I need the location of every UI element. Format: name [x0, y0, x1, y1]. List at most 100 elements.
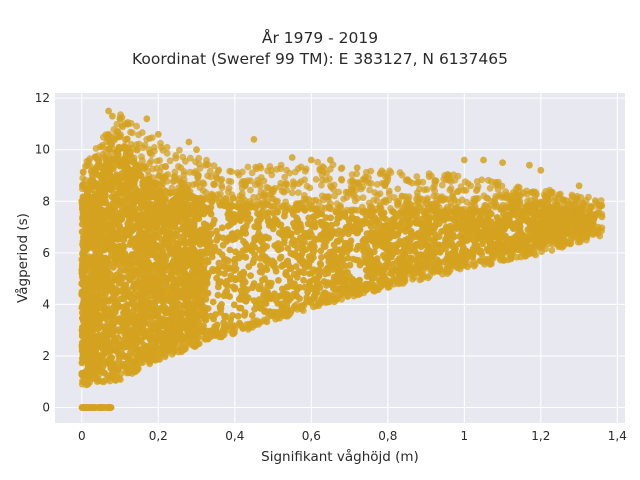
data-point	[209, 298, 217, 306]
data-point	[142, 344, 150, 351]
data-point	[182, 220, 190, 228]
data-point	[194, 199, 202, 207]
data-point	[104, 340, 112, 347]
data-point	[109, 165, 117, 173]
data-point	[149, 210, 157, 218]
data-point	[318, 192, 326, 200]
data-point	[220, 263, 227, 270]
data-point	[99, 216, 106, 224]
data-point	[203, 249, 211, 257]
data-point	[458, 225, 466, 233]
data-point	[359, 194, 367, 202]
data-point	[446, 186, 454, 194]
data-point	[226, 293, 234, 300]
data-point	[107, 270, 114, 278]
data-point	[132, 325, 140, 333]
data-point	[347, 206, 354, 214]
data-point	[88, 351, 96, 358]
data-point	[153, 198, 161, 206]
data-point	[524, 226, 532, 234]
data-point	[245, 263, 253, 270]
data-point	[95, 206, 103, 214]
data-point	[89, 233, 97, 240]
data-point	[366, 186, 373, 194]
data-point	[126, 276, 134, 284]
data-point	[129, 307, 137, 315]
data-point	[316, 165, 324, 173]
data-point	[398, 207, 405, 215]
data-point	[88, 264, 95, 271]
data-point	[200, 236, 208, 244]
data-point	[107, 347, 114, 355]
data-point	[171, 168, 179, 176]
chart-title-line-2: Koordinat (Sweref 99 TM): E 383127, N 61…	[132, 50, 508, 68]
data-point	[494, 214, 501, 222]
data-point	[303, 182, 311, 190]
data-point	[228, 168, 235, 176]
chart-title-line-1: År 1979 - 2019	[261, 29, 379, 47]
data-point	[292, 263, 300, 270]
data-point	[86, 365, 94, 372]
data-point	[353, 170, 360, 178]
data-point	[465, 222, 473, 230]
data-point	[423, 186, 431, 193]
data-point	[322, 221, 330, 229]
data-point	[351, 197, 359, 205]
data-point	[433, 248, 440, 256]
data-point	[557, 190, 564, 198]
data-point	[125, 255, 133, 263]
data-point	[302, 165, 310, 173]
data-point	[113, 254, 121, 262]
data-point	[426, 250, 434, 258]
data-point	[117, 131, 125, 139]
data-point	[156, 214, 164, 222]
data-point	[320, 278, 328, 285]
data-point	[520, 239, 528, 247]
data-point	[314, 235, 322, 243]
data-point	[233, 202, 241, 210]
data-point	[280, 188, 288, 196]
data-point	[330, 241, 338, 249]
data-point	[264, 279, 272, 287]
data-point	[335, 227, 343, 235]
data-point	[336, 236, 344, 243]
data-point	[363, 168, 370, 176]
data-point	[272, 296, 280, 304]
data-point	[112, 347, 120, 355]
data-point	[422, 220, 429, 227]
data-point	[329, 284, 337, 292]
data-point	[255, 296, 263, 303]
data-point	[401, 243, 408, 251]
data-point	[123, 184, 131, 192]
data-point	[530, 217, 537, 225]
data-point	[387, 269, 394, 277]
data-point	[123, 306, 131, 314]
data-point	[291, 280, 298, 288]
data-point	[202, 295, 210, 303]
data-point	[136, 255, 143, 262]
data-point	[82, 221, 90, 229]
data-point	[281, 173, 289, 181]
data-point	[296, 268, 304, 276]
data-point	[98, 289, 106, 297]
data-point	[112, 299, 119, 306]
data-point	[124, 301, 131, 308]
data-point	[138, 293, 146, 301]
data-point	[93, 315, 100, 323]
data-point	[81, 244, 88, 252]
data-point	[150, 205, 158, 213]
data-point	[348, 223, 356, 231]
data-point	[318, 204, 326, 212]
data-point	[142, 288, 149, 295]
data-point	[118, 207, 126, 215]
data-point	[165, 204, 173, 212]
data-point	[131, 197, 139, 205]
data-point	[111, 196, 118, 204]
data-point	[542, 231, 550, 239]
data-point	[120, 156, 128, 164]
data-point	[166, 157, 174, 165]
data-point	[500, 210, 507, 218]
data-point	[346, 239, 353, 247]
data-point	[103, 208, 110, 216]
data-point	[230, 301, 238, 309]
